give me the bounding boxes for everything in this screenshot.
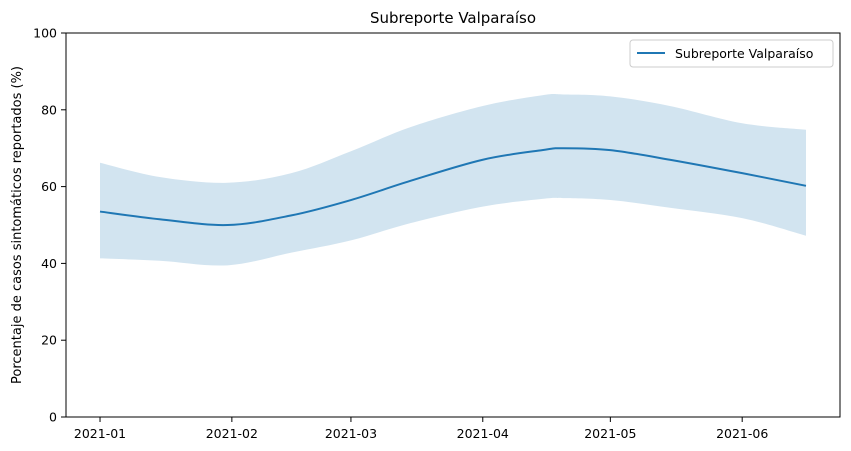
x-axis: 2021-01 2021-02 2021-03 2021-04 2021-05 2021-… — [74, 417, 768, 441]
legend: Subreporte Valparaíso — [629, 39, 834, 68]
y-tick-label: 80 — [41, 102, 57, 117]
y-tick-label: 40 — [41, 256, 57, 271]
y-tick-label: 60 — [41, 179, 57, 194]
y-tick-label: 0 — [49, 410, 57, 425]
x-tick-label: 2021-02 — [206, 426, 258, 441]
confidence-band — [100, 94, 806, 266]
x-tick-label: 2021-05 — [584, 426, 636, 441]
chart-title: Subreporte Valparaíso — [370, 9, 536, 27]
plot-area — [99, 94, 807, 266]
legend-box — [629, 39, 834, 68]
x-tick-label: 2021-04 — [457, 426, 509, 441]
x-tick-label: 2021-03 — [325, 426, 377, 441]
x-tick-label: 2021-06 — [716, 426, 768, 441]
series-line — [99, 147, 807, 227]
plot-frame — [65, 32, 841, 418]
y-tick-label: 20 — [41, 333, 57, 348]
legend-label: Subreporte Valparaíso — [675, 46, 813, 61]
y-tick-label: 100 — [33, 26, 57, 41]
x-tick-label: 2021-01 — [74, 426, 126, 441]
y-axis-label: Porcentaje de casos sintomáticos reporta… — [10, 66, 25, 384]
y-axis: 0 20 40 60 80 100 — [33, 26, 66, 425]
